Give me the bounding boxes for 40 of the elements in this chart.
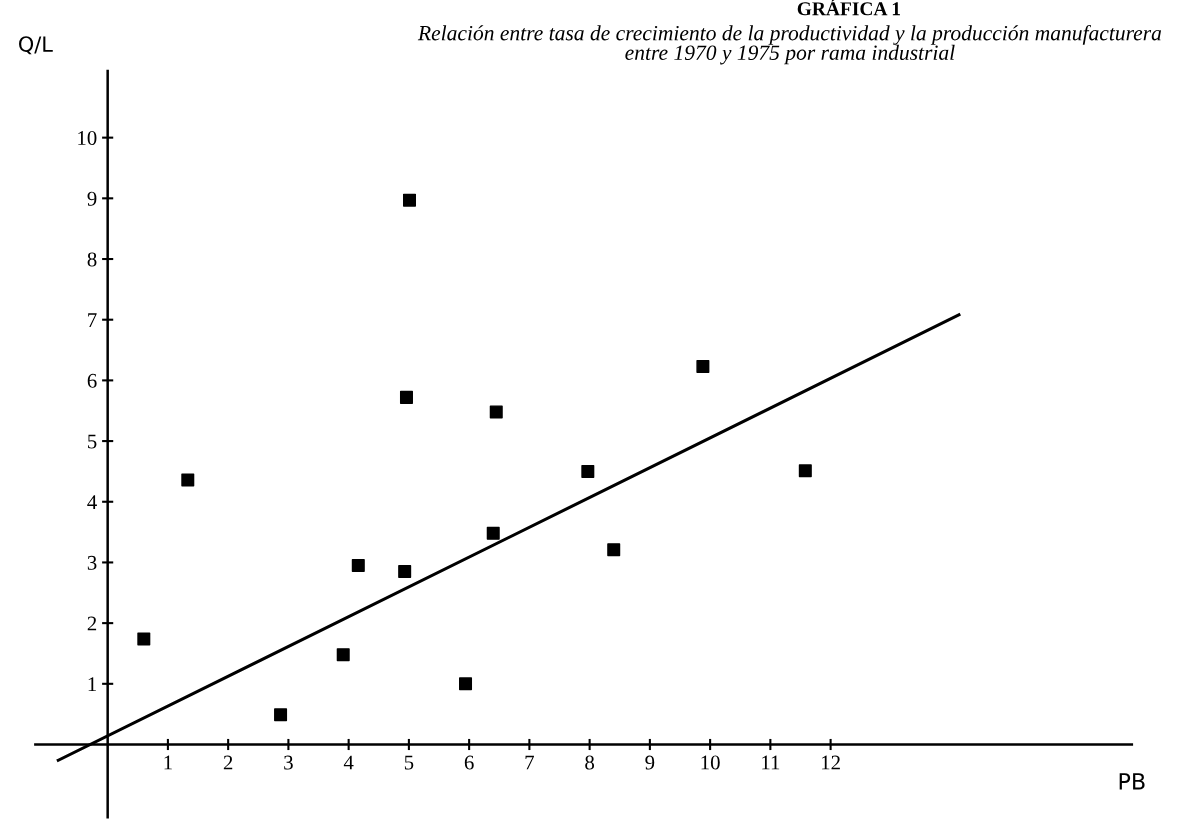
point: [486, 526, 500, 540]
x-tick-label: 1: [164, 755, 172, 770]
point: [581, 464, 595, 478]
point: [459, 677, 473, 691]
point: [798, 464, 812, 478]
point: [607, 543, 621, 557]
chart-subtitle: Relación entre tasa de crecimiento de la productividad y la producción manufacturera entre 1970 y 1975 por rama industrial: [417, 25, 1162, 65]
x-tick-label: 7: [525, 755, 534, 770]
y-tick-label: 5: [88, 434, 97, 449]
point: [181, 473, 195, 487]
y-tick-label: 7: [88, 313, 97, 327]
x-tick-label: 11: [762, 755, 780, 770]
point: [696, 359, 710, 373]
y-axis-title: Q/L: [19, 36, 53, 55]
x-tick-label: 6: [464, 755, 474, 770]
point: [274, 708, 288, 722]
x-tick-label: 10: [701, 755, 720, 770]
point: [489, 405, 503, 419]
y-tick-label: 3: [87, 555, 97, 570]
point: [402, 193, 417, 207]
x-tick-label: 12: [822, 755, 840, 770]
y-tick-label: 10: [78, 131, 97, 146]
x-tick-label: 2: [223, 755, 233, 770]
point: [398, 565, 412, 579]
point: [399, 390, 413, 404]
y-tick-label: 2: [87, 616, 97, 631]
x-tick-label: 8: [585, 755, 595, 770]
x-tick-label: 4: [343, 755, 354, 770]
point: [137, 632, 151, 646]
y-tick-label: 1: [88, 677, 96, 692]
y-tick-label: 8: [87, 252, 97, 267]
point: [351, 558, 365, 572]
point: [336, 648, 350, 662]
x-axis-title: PB: [1119, 773, 1145, 790]
x-tick-label: 3: [284, 755, 293, 770]
x-tick-label: 9: [645, 755, 655, 770]
x-tick-label: 5: [404, 755, 414, 770]
y-tick-label: 4: [87, 495, 97, 509]
y-tick-label: 9: [87, 191, 97, 206]
y-tick-label: 6: [87, 373, 97, 388]
